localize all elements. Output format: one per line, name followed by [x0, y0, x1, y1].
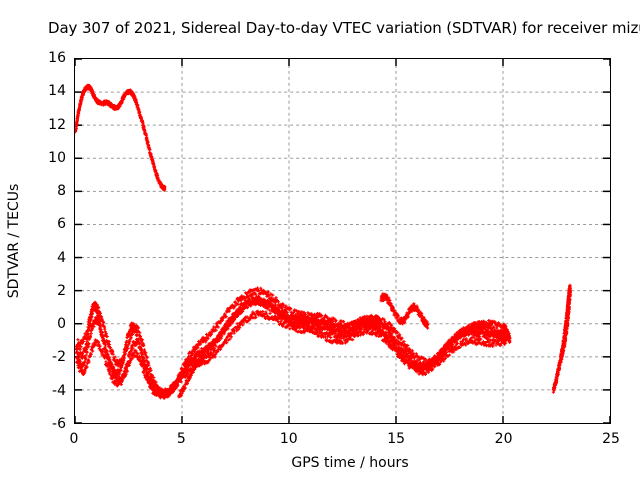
- axis-tick-marks: [75, 59, 610, 423]
- series-track-D: [75, 309, 508, 400]
- x-tick-label: 0: [69, 431, 79, 447]
- series-track-F-peak14: [379, 292, 430, 330]
- y-tick-label: 16: [48, 50, 66, 66]
- x-axis-label: GPS time / hours: [291, 455, 409, 471]
- x-tick-label: 10: [279, 431, 298, 447]
- y-tick-label: -2: [52, 349, 66, 366]
- plot-frame: [74, 58, 611, 424]
- x-tick-label: 15: [387, 431, 406, 447]
- chart-title: Day 307 of 2021, Sidereal Day-to-day VTE…: [48, 19, 640, 37]
- x-tick-label: 5: [176, 431, 186, 447]
- series-track-H-late2: [552, 287, 572, 391]
- y-axis-label: SDTVAR / TECUs: [6, 183, 22, 299]
- y-tick-label: 2: [57, 282, 66, 299]
- series-track-E: [177, 296, 511, 399]
- series-track-I-scatter: [502, 322, 512, 344]
- series-high-arc-track: [75, 83, 167, 192]
- x-tick-label: 25: [602, 431, 620, 447]
- plot-surface: [75, 59, 610, 423]
- y-tick-label: -4: [52, 382, 66, 399]
- y-tick-label: 12: [48, 116, 66, 133]
- y-tick-label: 4: [57, 249, 66, 266]
- y-tick-label: -6: [52, 416, 66, 432]
- y-tick-label: 6: [57, 216, 66, 233]
- y-tick-label: 10: [48, 149, 66, 166]
- y-tick-label: 14: [48, 83, 66, 100]
- gridlines: [75, 59, 610, 423]
- y-tick-label: 0: [57, 316, 66, 333]
- data-series-layer: [75, 83, 572, 400]
- y-tick-label: 8: [57, 183, 66, 200]
- x-tick-label: 20: [494, 431, 513, 447]
- data-canvas: [75, 59, 610, 423]
